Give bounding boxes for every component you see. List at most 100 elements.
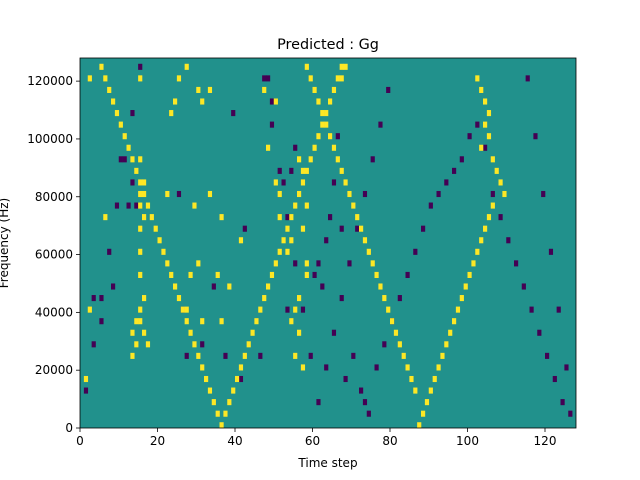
- heatmap-cell-high: [397, 341, 402, 348]
- heatmap-cell-high: [277, 248, 282, 255]
- heatmap-cell-low: [269, 98, 275, 105]
- heatmap-cell-high: [157, 237, 162, 244]
- heatmap-cell-high: [219, 422, 224, 429]
- heatmap-cell-high: [238, 364, 244, 371]
- heatmap-cell-high: [238, 237, 244, 244]
- heatmap-cell-high: [138, 248, 143, 255]
- heatmap-cell-low: [506, 237, 511, 244]
- heatmap-cell-high: [145, 341, 151, 348]
- heatmap-cell-high: [289, 237, 294, 244]
- heatmap-cell-high: [142, 214, 147, 221]
- heatmap-cells: [80, 58, 576, 429]
- heatmap-cell-high: [111, 98, 116, 105]
- y-axis: 0 20000 40000 60000 80000 100000 120000: [27, 74, 80, 435]
- heatmap-cell-high: [386, 306, 391, 313]
- heatmap-cell-high: [413, 387, 418, 394]
- heatmap-cell-high: [250, 329, 255, 336]
- heatmap-cell-low: [300, 306, 306, 313]
- heatmap-cell-low: [91, 295, 96, 302]
- heatmap-cell-low: [328, 214, 333, 221]
- heatmap-cell-low: [126, 202, 131, 209]
- plot-frame: [79, 57, 577, 429]
- y-tick-label: 60000: [35, 248, 73, 262]
- heatmap-cell-low: [537, 329, 542, 336]
- heatmap-cell-high: [382, 295, 387, 302]
- heatmap-cell-high: [134, 318, 139, 325]
- heatmap-cell-high: [320, 110, 325, 117]
- y-tick-label: 80000: [35, 190, 73, 204]
- heatmap-cell-high: [200, 98, 205, 105]
- heatmap-cell-high: [161, 248, 166, 255]
- heatmap-cell-high: [339, 167, 344, 174]
- heatmap-cell-high: [142, 295, 147, 302]
- heatmap-cell-high: [304, 260, 309, 267]
- heatmap-cell-high: [196, 86, 201, 93]
- heatmap-cell-low: [293, 144, 298, 151]
- heatmap-cell-high: [335, 75, 340, 82]
- heatmap-cell-high: [180, 306, 185, 313]
- heatmap-cell-low: [176, 190, 182, 198]
- heatmap-cell-low: [262, 75, 267, 82]
- heatmap-cell-high: [436, 364, 441, 371]
- heatmap-cell-high: [308, 75, 313, 82]
- heatmap-cell-low: [308, 352, 313, 359]
- heatmap-cell-high: [479, 86, 484, 93]
- y-axis-label: Frequency (Hz): [0, 198, 11, 289]
- heatmap-cell-low: [359, 387, 364, 394]
- heatmap-cell-high: [390, 318, 395, 325]
- heatmap-cell-high: [138, 156, 143, 163]
- heatmap-cell-low: [548, 248, 554, 255]
- heatmap-cell-low: [339, 225, 344, 232]
- heatmap-cell-low: [370, 156, 375, 163]
- heatmap-cell-high: [219, 318, 224, 325]
- heatmap-cell-high: [448, 329, 453, 336]
- heatmap-cell-high: [339, 63, 344, 70]
- heatmap-cell-low: [111, 283, 116, 290]
- heatmap-cell-high: [142, 179, 147, 186]
- heatmap-cell-high: [138, 318, 143, 325]
- heatmap-cell-high: [331, 144, 337, 151]
- heatmap-cell-high: [483, 121, 488, 128]
- heatmap-cell-high: [130, 329, 135, 336]
- heatmap-cell-low: [541, 190, 546, 198]
- heatmap-cell-low: [428, 202, 433, 209]
- heatmap-cell-low: [564, 364, 569, 371]
- heatmap-cell-low: [405, 271, 410, 278]
- heatmap-cell-high: [134, 341, 139, 348]
- x-tick-label: 20: [150, 434, 165, 448]
- heatmap-cell-high: [486, 110, 492, 117]
- heatmap-cell-high: [297, 190, 302, 198]
- x-tick-label: 0: [76, 434, 84, 448]
- heatmap-cell-high: [339, 75, 344, 82]
- heatmap-cell-high: [184, 318, 189, 325]
- heatmap-cell-high: [184, 63, 189, 70]
- heatmap-cell-high: [262, 86, 267, 93]
- heatmap-cell-high: [169, 110, 174, 117]
- heatmap-cell-high: [269, 271, 275, 278]
- heatmap-cell-high: [126, 144, 131, 151]
- heatmap-cell-high: [343, 179, 348, 186]
- heatmap-cell-low: [529, 306, 534, 313]
- heatmap-cell-high: [304, 63, 309, 70]
- heatmap-cell-high: [300, 225, 306, 232]
- heatmap-cell-high: [483, 98, 488, 105]
- heatmap-cell-high: [149, 214, 154, 221]
- heatmap-cell-high: [103, 214, 108, 221]
- heatmap-cell-high: [138, 271, 143, 278]
- heatmap-cell-high: [347, 190, 352, 198]
- y-tick-label: 40000: [35, 305, 73, 319]
- heatmap-cell-low: [316, 260, 321, 267]
- heatmap-cell-high: [273, 260, 278, 267]
- heatmap-cell-high: [122, 133, 127, 140]
- heatmap-cell-low: [289, 167, 294, 174]
- heatmap-cell-high: [196, 260, 201, 267]
- heatmap-cell-high: [471, 260, 476, 267]
- heatmap-cell-high: [246, 341, 251, 348]
- heatmap-cell-low: [382, 341, 387, 348]
- heatmap-cell-high: [87, 306, 92, 313]
- heatmap-cell-low: [545, 352, 550, 359]
- heatmap-cell-low: [118, 156, 123, 163]
- x-tick-label: 40: [227, 434, 242, 448]
- heatmap-cell-low: [277, 167, 282, 174]
- heatmap-cell-high: [440, 352, 445, 359]
